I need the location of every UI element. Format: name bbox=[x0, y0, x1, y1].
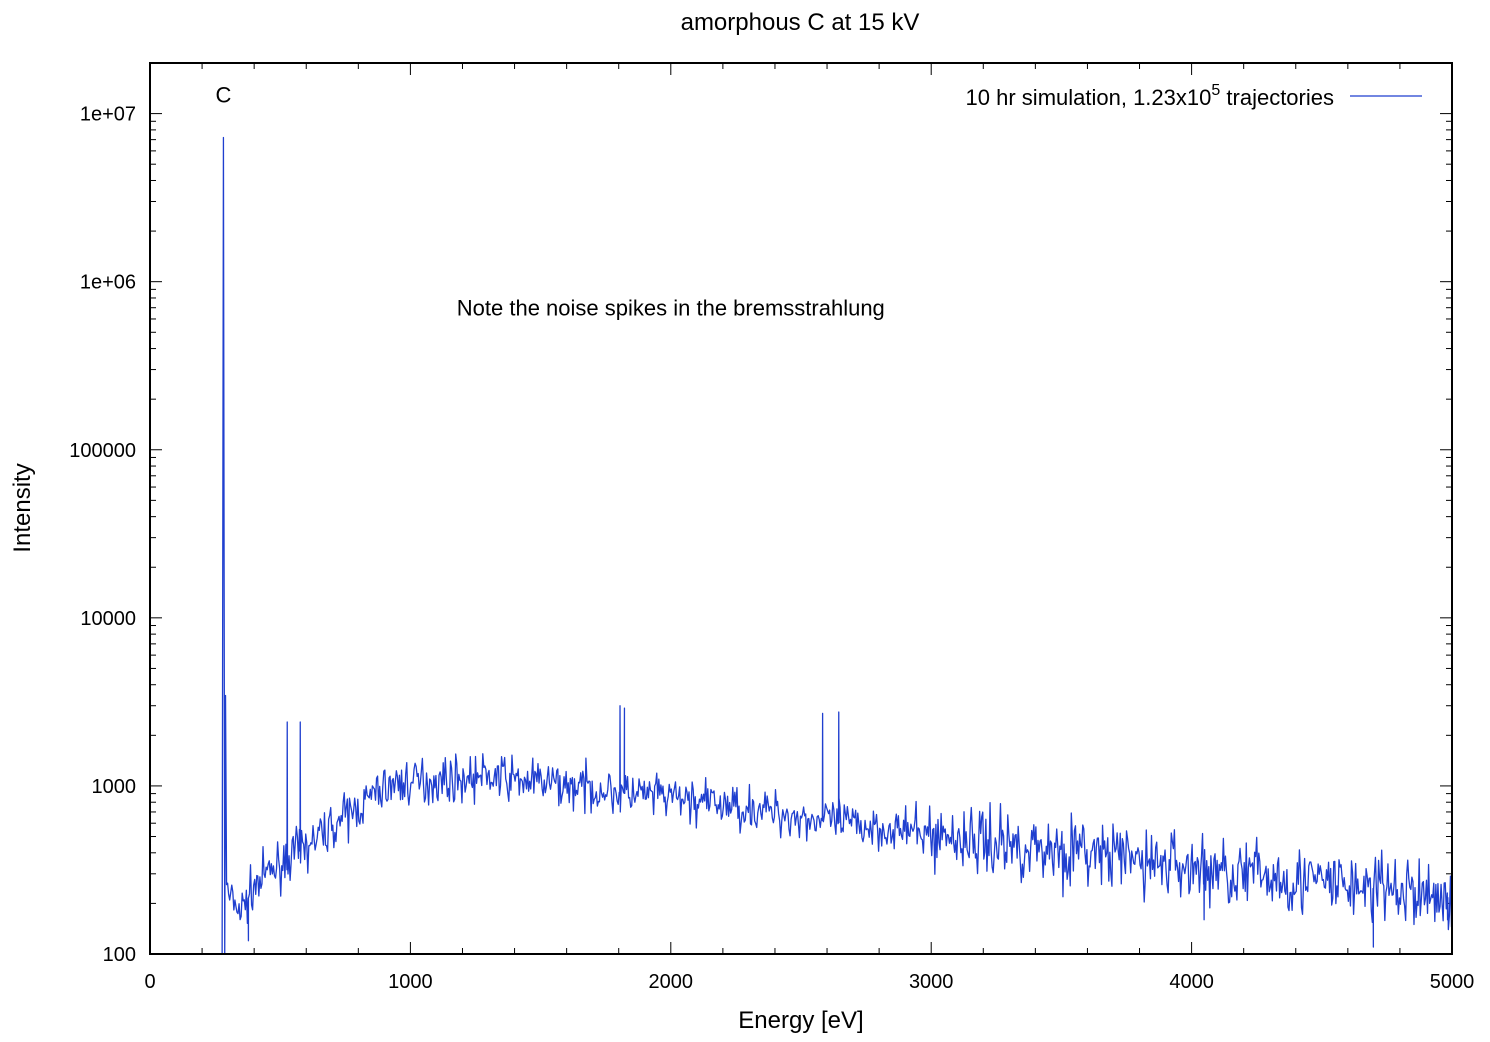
x-tick-label: 2000 bbox=[649, 971, 694, 993]
chart-title: amorphous C at 15 kV bbox=[681, 9, 920, 36]
plot-frame bbox=[149, 62, 1453, 955]
y-tick-label: 1e+06 bbox=[80, 272, 136, 294]
y-tick-label: 100 bbox=[103, 944, 136, 966]
y-tick-label: 10000 bbox=[80, 608, 136, 630]
tick-marks bbox=[149, 62, 1453, 955]
y-tick-labels: 100 1000 10000 100000 1e+06 1e+07 bbox=[69, 104, 136, 966]
y-tick-label: 1000 bbox=[92, 776, 137, 798]
x-tick-label: 1000 bbox=[388, 971, 433, 993]
x-tick-label: 0 bbox=[144, 971, 155, 993]
series-line bbox=[221, 136, 1451, 953]
legend-text-main: 10 hr simulation, 1.23x10 bbox=[966, 85, 1212, 110]
peak-label-c: C bbox=[215, 82, 231, 107]
x-tick-label: 5000 bbox=[1430, 971, 1475, 993]
plot-border bbox=[149, 62, 1453, 955]
x-tick-label: 4000 bbox=[1169, 971, 1214, 993]
legend-entry-text: 10 hr simulation, 1.23x105 trajectories bbox=[966, 82, 1334, 110]
y-tick-label: 1e+07 bbox=[80, 104, 136, 126]
y-tick-label: 100000 bbox=[69, 440, 136, 462]
x-axis-title: Energy [eV] bbox=[738, 1007, 863, 1034]
x-tick-label: 3000 bbox=[909, 971, 954, 993]
legend: 10 hr simulation, 1.23x105 trajectories bbox=[966, 82, 1422, 110]
y-axis-title: Intensity bbox=[9, 463, 36, 552]
x-tick-labels: 0 1000 2000 3000 4000 5000 bbox=[144, 971, 1474, 993]
legend-text-tail: trajectories bbox=[1220, 85, 1334, 110]
noise-note: Note the noise spikes in the bremsstrahl… bbox=[457, 296, 885, 321]
legend-text-sup: 5 bbox=[1211, 82, 1220, 99]
